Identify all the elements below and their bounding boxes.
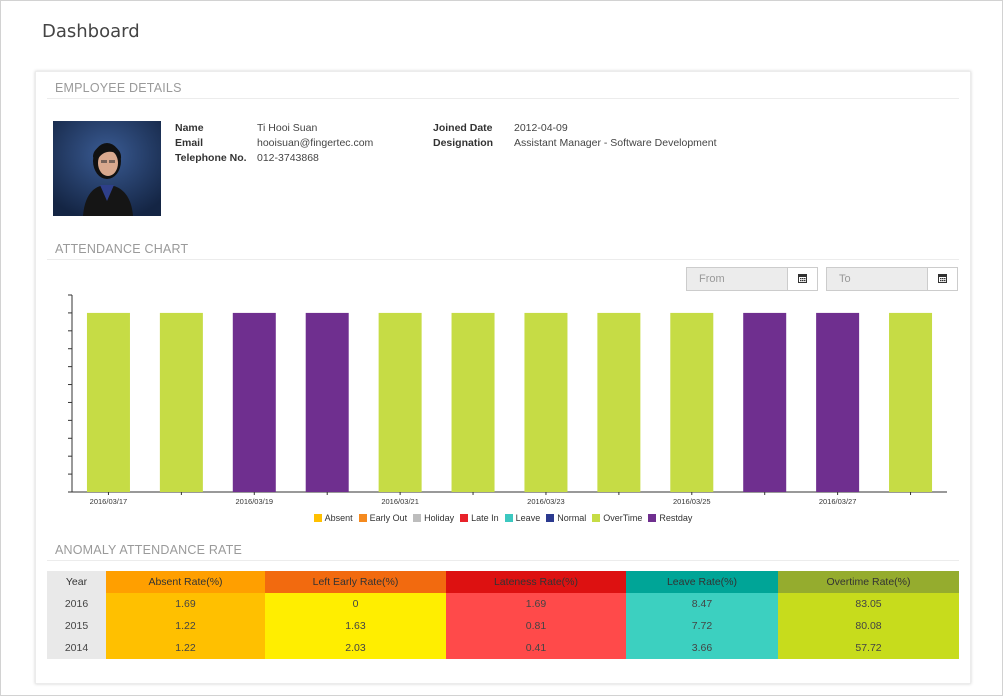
leave-rate-cell: 7.72 <box>626 615 778 637</box>
bar-overtime-2016/03/22 <box>451 312 495 492</box>
from-date-field[interactable]: From <box>686 267 818 291</box>
legend-item-absent[interactable]: Absent <box>313 513 353 523</box>
left-early-rate-cell: 1.63 <box>265 615 446 637</box>
year-cell: 2016 <box>47 593 106 615</box>
legend-label: OverTime <box>603 513 643 523</box>
designation-value: Assistant Manager - Software Development <box>514 137 717 149</box>
legend-label: Holiday <box>424 513 455 523</box>
year-cell: 2014 <box>47 637 106 659</box>
legend-label: Late In <box>471 513 499 523</box>
email-label: Email <box>175 137 204 149</box>
x-tick-label: 2016/03/19 <box>236 497 274 506</box>
left-early-rate-cell: 2.03 <box>265 637 446 659</box>
lateness-rate-cell: 1.69 <box>446 593 626 615</box>
x-tick-label: 2016/03/21 <box>381 497 419 506</box>
bar-restday-2016/03/19 <box>232 312 276 492</box>
designation-label: Designation <box>433 137 494 149</box>
legend-item-overtime[interactable]: OverTime <box>592 513 642 523</box>
lateness-rate-cell: 0.41 <box>446 637 626 659</box>
telephone-value: 012-3743868 <box>257 152 319 164</box>
legend-item-leave[interactable]: Leave <box>504 513 541 523</box>
legend-item-restday[interactable]: Restday <box>648 513 692 523</box>
anomaly-rate-title: ANOMALY ATTENDANCE RATE <box>55 543 243 557</box>
telephone-label: Telephone No. <box>175 152 247 164</box>
legend-label: Normal <box>557 513 587 523</box>
header-left-early-rate: Left Early Rate(%) <box>265 571 446 593</box>
legend-swatch <box>413 514 422 522</box>
x-tick-label: 2016/03/17 <box>90 497 128 506</box>
absent-rate-cell: 1.22 <box>106 615 265 637</box>
divider <box>47 560 959 561</box>
to-date-placeholder: To <box>839 273 851 285</box>
bar-overtime-2016/03/25 <box>670 312 714 492</box>
legend-label: Leave <box>515 513 541 523</box>
absent-rate-cell: 1.69 <box>106 593 265 615</box>
legend-item-late-in[interactable]: Late In <box>460 513 499 523</box>
attendance-chart-title: ATTENDANCE CHART <box>55 242 189 256</box>
legend-item-holiday[interactable]: Holiday <box>413 513 454 523</box>
joined-date-value: 2012-04-09 <box>514 122 568 134</box>
bar-overtime-2016/03/28 <box>889 312 933 492</box>
anomaly-rate-table: Year Absent Rate(%) Left Early Rate(%) L… <box>47 571 959 659</box>
leave-rate-cell: 8.47 <box>626 593 778 615</box>
legend-swatch <box>504 514 513 522</box>
name-value: Ti Hooi Suan <box>257 122 318 134</box>
table-row: 2016 1.69 0 1.69 8.47 83.05 <box>47 593 959 615</box>
header-absent-rate: Absent Rate(%) <box>106 571 265 593</box>
legend-swatch <box>358 514 367 522</box>
bar-overtime-2016/03/17 <box>86 312 130 492</box>
legend-swatch <box>460 514 469 522</box>
year-cell: 2015 <box>47 615 106 637</box>
legend-label: Restday <box>659 513 693 523</box>
from-date-placeholder: From <box>699 273 725 285</box>
legend-swatch <box>546 514 555 522</box>
overtime-rate-cell: 80.08 <box>778 615 959 637</box>
page-title: Dashboard <box>42 21 140 42</box>
employee-details-title: EMPLOYEE DETAILS <box>55 81 182 95</box>
bar-restday-2016/03/26 <box>743 312 787 492</box>
bar-restday-2016/03/20 <box>305 312 349 492</box>
x-tick-label: 2016/03/23 <box>527 497 565 506</box>
email-value: hooisuan@fingertec.com <box>257 137 374 149</box>
absent-rate-cell: 1.22 <box>106 637 265 659</box>
chart-legend: Absent Early Out Holiday Late In Leave Normal… <box>36 513 970 523</box>
calendar-icon[interactable] <box>787 268 817 290</box>
legend-swatch <box>648 514 657 522</box>
legend-label: Early Out <box>369 513 408 523</box>
bar-overtime-2016/03/24 <box>597 312 641 492</box>
bar-overtime-2016/03/23 <box>524 312 568 492</box>
dashboard-card: EMPLOYEE DETAILS N <box>35 71 971 684</box>
header-overtime-rate: Overtime Rate(%) <box>778 571 959 593</box>
calendar-icon[interactable] <box>927 268 957 290</box>
joined-date-label: Joined Date <box>433 122 493 134</box>
header-leave-rate: Leave Rate(%) <box>626 571 778 593</box>
legend-swatch <box>313 514 322 522</box>
employee-photo <box>53 121 161 216</box>
x-tick-label: 2016/03/27 <box>819 497 857 506</box>
legend-item-normal[interactable]: Normal <box>546 513 586 523</box>
overtime-rate-cell: 57.72 <box>778 637 959 659</box>
bar-restday-2016/03/27 <box>816 312 860 492</box>
attendance-bar-chart: 2016/03/17 2016/03/19 2016/03/21 2016/03/23… <box>68 294 947 506</box>
x-tick-label: 2016/03/25 <box>673 497 711 506</box>
leave-rate-cell: 3.66 <box>626 637 778 659</box>
overtime-rate-cell: 83.05 <box>778 593 959 615</box>
lateness-rate-cell: 0.81 <box>446 615 626 637</box>
bar-overtime-2016/03/18 <box>159 312 203 492</box>
bar-overtime-2016/03/21 <box>378 312 422 492</box>
header-year: Year <box>47 571 106 593</box>
legend-swatch <box>592 514 601 522</box>
table-row: 2015 1.22 1.63 0.81 7.72 80.08 <box>47 615 959 637</box>
name-label: Name <box>175 122 204 134</box>
divider <box>47 259 959 260</box>
divider <box>47 98 959 99</box>
legend-item-early-out[interactable]: Early Out <box>358 513 408 523</box>
to-date-field[interactable]: To <box>826 267 958 291</box>
table-header-row: Year Absent Rate(%) Left Early Rate(%) L… <box>47 571 959 593</box>
left-early-rate-cell: 0 <box>265 593 446 615</box>
legend-label: Absent <box>324 513 353 523</box>
header-lateness-rate: Lateness Rate(%) <box>446 571 626 593</box>
table-row: 2014 1.22 2.03 0.41 3.66 57.72 <box>47 637 959 659</box>
